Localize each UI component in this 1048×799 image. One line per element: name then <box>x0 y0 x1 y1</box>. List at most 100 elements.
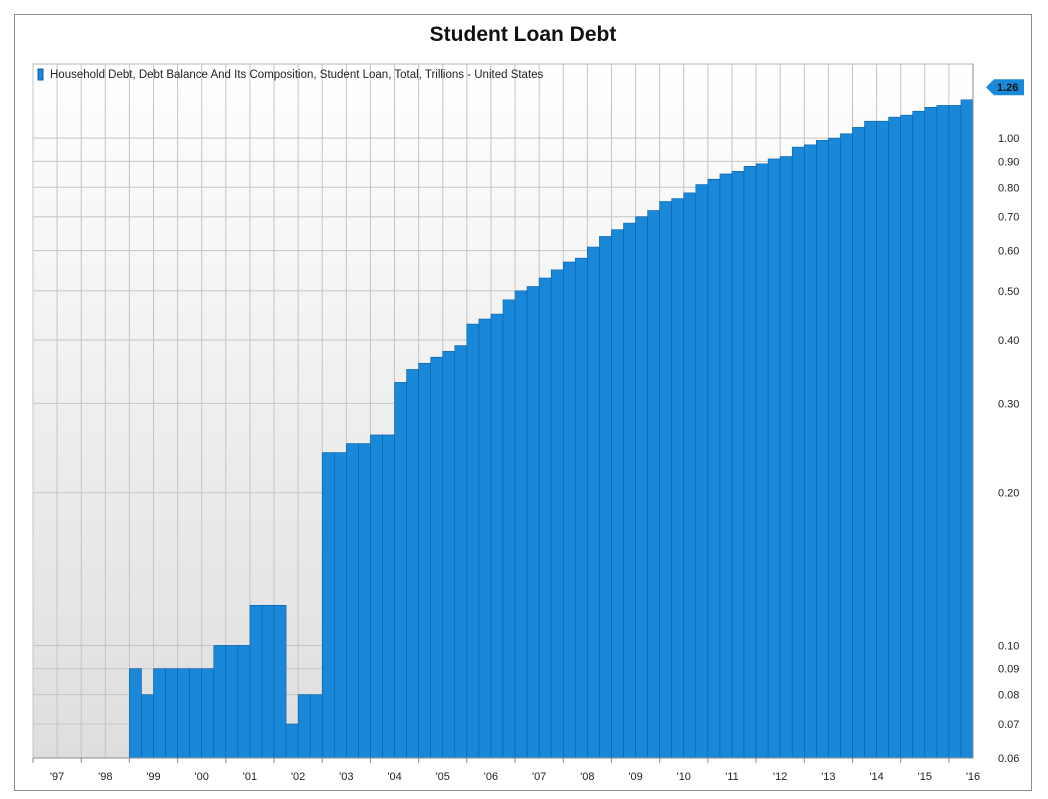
bar <box>864 120 877 759</box>
axes: 0.06 0.07 0.08 0.09 0.10 0.20 0.30 0.40 0.50 0.60… <box>32 64 1019 783</box>
last-value-badge-shape <box>986 79 1024 96</box>
x-tick-label: '97 <box>50 771 64 783</box>
bar <box>309 694 323 759</box>
bar <box>213 645 227 759</box>
bar <box>346 443 359 759</box>
bar <box>478 318 492 759</box>
x-tick-label: '14 <box>869 771 883 783</box>
bar <box>502 299 516 759</box>
bar <box>719 173 733 759</box>
bar <box>599 236 612 759</box>
bar <box>852 127 865 759</box>
bar <box>165 668 178 759</box>
bar <box>876 120 889 759</box>
bar <box>382 434 395 759</box>
y-tick-label: 0.20 <box>998 488 1019 500</box>
y-tick-label: 0.50 <box>998 286 1019 298</box>
x-tick-label: '16 <box>966 771 980 783</box>
x-tick-label: '10 <box>677 771 691 783</box>
bar <box>948 105 962 759</box>
y-tick-label: 0.06 <box>998 753 1019 765</box>
bar <box>936 105 950 759</box>
bar <box>647 210 660 759</box>
bar <box>225 645 239 759</box>
y-tick-label: 0.40 <box>998 335 1019 347</box>
bar <box>575 257 588 759</box>
bar <box>731 171 745 759</box>
chart-title: Student Loan Debt <box>429 23 617 46</box>
bar <box>635 216 648 759</box>
bar <box>900 114 914 759</box>
bar <box>297 694 311 759</box>
x-tick-label: '00 <box>195 771 209 783</box>
bar <box>924 107 938 759</box>
bar <box>623 222 636 759</box>
bar <box>153 668 166 759</box>
bar <box>273 604 287 759</box>
legend-label: Household Debt, Debt Balance And Its Com… <box>50 69 544 81</box>
bar <box>333 452 347 759</box>
x-tick-label: '02 <box>291 771 305 783</box>
y-tick-label: 1.00 <box>998 133 1019 145</box>
chart-svg: 0.06 0.07 0.08 0.09 0.10 0.20 0.30 0.40 0.50 0.60… <box>32 63 1024 783</box>
bar <box>695 184 709 759</box>
y-tick-label: 0.30 <box>998 398 1019 410</box>
bar <box>430 356 444 759</box>
legend-swatch <box>37 68 44 81</box>
x-tick-label: '08 <box>580 771 594 783</box>
y-tick-label: 0.60 <box>998 246 1019 258</box>
y-tick-label: 0.08 <box>998 690 1019 702</box>
y-tick-label: 0.10 <box>998 640 1019 652</box>
bar <box>490 313 504 759</box>
x-tick-label: '98 <box>98 771 112 783</box>
y-tick-label: 0.07 <box>998 719 1019 731</box>
bar <box>683 192 697 759</box>
x-tick-label: '07 <box>532 771 546 783</box>
bar <box>370 434 383 759</box>
y-tick-label: 0.70 <box>998 212 1019 224</box>
bar <box>442 351 456 759</box>
bar <box>538 277 552 759</box>
bar <box>550 269 564 759</box>
bar <box>671 198 685 759</box>
x-tick-label: '15 <box>918 771 932 783</box>
bar <box>285 723 299 759</box>
y-tick-label: 0.09 <box>998 664 1019 676</box>
bar <box>840 133 853 759</box>
bar <box>514 290 528 759</box>
bar <box>454 345 468 759</box>
bar <box>791 146 805 759</box>
bar <box>358 443 371 759</box>
bar <box>261 604 275 759</box>
bar <box>767 158 781 759</box>
x-tick-label: '99 <box>146 771 160 783</box>
bar <box>587 246 600 759</box>
bar <box>755 163 769 759</box>
x-tick-label: '12 <box>773 771 787 783</box>
bar <box>960 99 974 759</box>
last-value-label: 1.26 <box>997 82 1018 94</box>
x-tick-label: '11 <box>725 771 739 783</box>
bar <box>141 694 154 759</box>
bar <box>189 668 203 759</box>
y-tick-label: 0.90 <box>998 156 1019 168</box>
bar <box>249 604 263 759</box>
bar <box>659 201 673 759</box>
bar <box>526 286 540 759</box>
bar <box>177 668 190 759</box>
x-tick-label: '05 <box>436 771 450 783</box>
bar <box>406 369 419 759</box>
bar <box>237 645 251 759</box>
bar <box>912 110 926 759</box>
x-tick-label: '06 <box>484 771 498 783</box>
y-tick-label: 0.80 <box>998 182 1019 194</box>
bar <box>707 178 721 759</box>
bar <box>321 452 335 759</box>
bar <box>743 165 757 759</box>
bar <box>129 668 142 759</box>
x-tick-label: '09 <box>628 771 642 783</box>
bar <box>816 140 829 759</box>
x-tick-label: '04 <box>387 771 401 783</box>
bar <box>803 144 817 759</box>
legend: Household Debt, Debt Balance And Its Com… <box>37 68 544 81</box>
